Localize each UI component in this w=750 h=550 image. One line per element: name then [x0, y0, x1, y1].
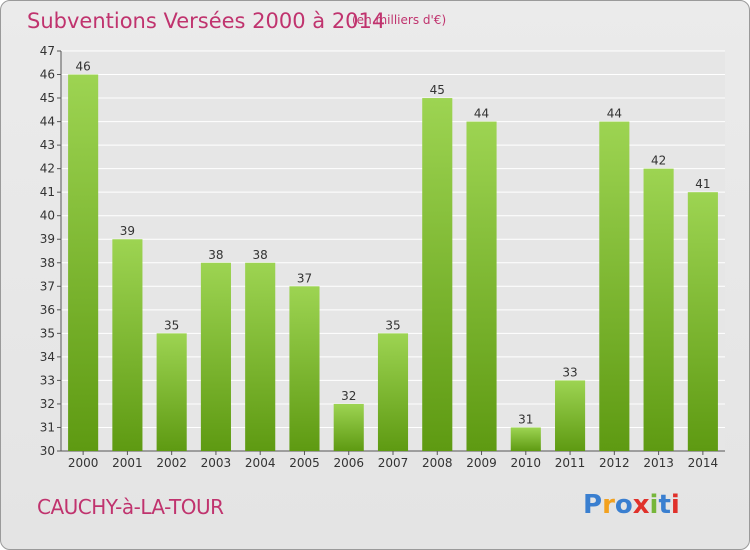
data-label: 35: [164, 318, 179, 332]
logo-letter: o: [614, 490, 633, 520]
data-label: 39: [120, 224, 135, 238]
logo-letter: t: [658, 490, 671, 520]
bar: [156, 333, 187, 451]
data-label: 44: [607, 107, 622, 121]
bar: [466, 121, 497, 452]
bar: [245, 262, 276, 451]
y-tick-label: 43: [40, 138, 55, 152]
x-tick-label: 2002: [156, 456, 187, 470]
bar: [643, 168, 674, 451]
bar: [333, 403, 364, 451]
x-tick-label: 2013: [643, 456, 674, 470]
y-tick-label: 30: [40, 444, 55, 458]
y-tick-label: 45: [40, 91, 55, 105]
bar: [68, 74, 99, 451]
bar: [112, 239, 143, 451]
x-tick-label: 2007: [378, 456, 409, 470]
bar: [555, 380, 586, 451]
x-tick-label: 2005: [289, 456, 320, 470]
data-label: 45: [430, 83, 445, 97]
y-tick-label: 40: [40, 209, 55, 223]
data-label: 44: [474, 107, 489, 121]
x-tick-label: 2011: [555, 456, 586, 470]
bar: [687, 192, 718, 452]
data-label: 32: [341, 389, 356, 403]
x-tick-label: 2004: [245, 456, 276, 470]
data-label: 41: [695, 177, 710, 191]
y-tick-label: 38: [40, 256, 55, 270]
y-tick-label: 33: [40, 373, 55, 387]
bar: [377, 333, 409, 451]
data-label: 38: [208, 248, 223, 262]
y-tick-label: 44: [40, 115, 55, 129]
commune-name: CAUCHY-à-LA-TOUR: [37, 495, 224, 519]
y-tick-label: 34: [40, 350, 55, 364]
bar: [510, 427, 541, 451]
data-label: 35: [385, 318, 400, 332]
x-tick-label: 2010: [511, 456, 542, 470]
y-tick-label: 32: [40, 397, 55, 411]
logo-letter: x: [632, 490, 650, 520]
chart-subtitle: (en milliers d'€): [352, 13, 447, 27]
y-tick-label: 41: [40, 185, 55, 199]
y-tick-label: 47: [40, 44, 55, 58]
x-tick-label: 2006: [333, 456, 364, 470]
data-label: 33: [562, 365, 577, 379]
x-tick-label: 2014: [688, 456, 719, 470]
data-label: 46: [75, 60, 90, 74]
y-tick-label: 39: [40, 232, 55, 246]
data-label: 38: [253, 248, 268, 262]
logo-letter: i: [670, 490, 680, 520]
chart-title: Subventions Versées 2000 à 2014: [27, 9, 386, 33]
x-tick-label: 2001: [112, 456, 143, 470]
x-tick-label: 2008: [422, 456, 453, 470]
logo-letter: r: [602, 490, 615, 520]
logo-letter: i: [649, 490, 659, 520]
data-label: 42: [651, 154, 666, 168]
y-tick-label: 31: [40, 420, 55, 434]
proxiti-logo: Proxiti: [583, 490, 680, 520]
x-tick-label: 2009: [466, 456, 497, 470]
y-tick-label: 36: [40, 303, 55, 317]
data-label: 37: [297, 271, 312, 285]
y-tick-label: 37: [40, 279, 55, 293]
y-tick-label: 46: [40, 68, 55, 82]
bar: [422, 98, 453, 451]
x-tick-label: 2012: [599, 456, 630, 470]
data-label: 31: [518, 412, 533, 426]
logo-letter: P: [583, 490, 603, 520]
bar: [599, 121, 630, 452]
bar: [200, 262, 231, 451]
y-tick-label: 42: [40, 162, 55, 176]
y-tick-label: 35: [40, 326, 55, 340]
x-tick-label: 2000: [68, 456, 99, 470]
bar: [289, 286, 320, 451]
x-tick-label: 2003: [201, 456, 232, 470]
